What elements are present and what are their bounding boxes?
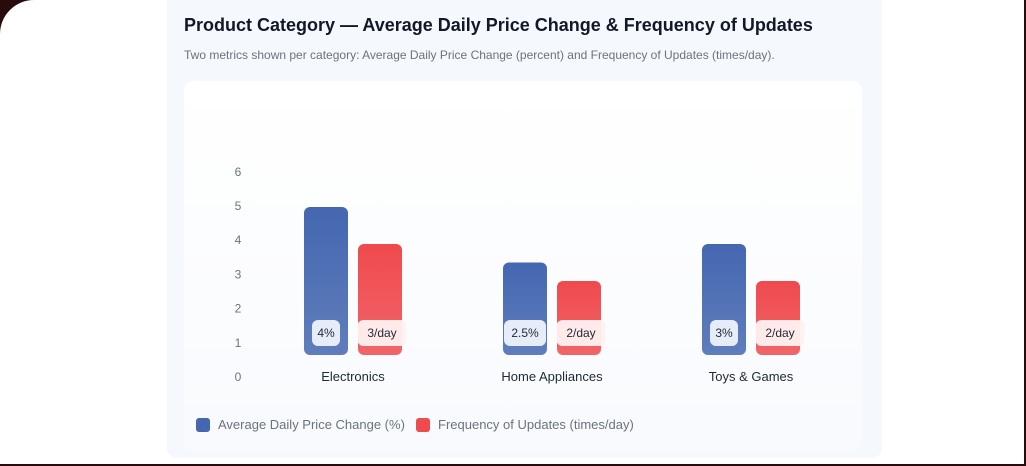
data-label-pill — [755, 320, 805, 346]
y-tick-label: 0 — [235, 370, 242, 384]
data-label-pill — [556, 320, 606, 346]
legend-item-price-change[interactable]: Average Daily Price Change (%) — [196, 417, 405, 432]
data-label-pill — [312, 320, 340, 346]
y-tick-label: 4 — [235, 233, 242, 247]
category-label: Home Appliances — [501, 369, 603, 384]
y-tick-label: 3 — [235, 267, 242, 281]
chart-title: Product Category — Average Daily Price C… — [184, 15, 813, 35]
legend-item-update-frequency[interactable]: Frequency of Updates (times/day) — [416, 417, 634, 432]
category-label: Electronics — [321, 369, 385, 384]
chart-subtitle: Two metrics shown per category: Average … — [184, 48, 775, 62]
data-label: 2/day — [566, 326, 595, 340]
data-label: 2/day — [765, 326, 794, 340]
data-label-pill — [710, 320, 738, 346]
data-label-pill — [357, 320, 407, 346]
y-tick-label: 5 — [235, 199, 242, 213]
y-tick-label: 6 — [235, 165, 242, 179]
data-label: 4% — [317, 326, 335, 340]
data-label: 3% — [715, 326, 733, 340]
y-tick-label: 2 — [235, 302, 242, 316]
chart-card: Product Category — Average Daily Price C… — [167, 0, 882, 458]
category-label: Toys & Games — [709, 369, 794, 384]
data-label: 2.5% — [511, 326, 539, 340]
legend-label: Frequency of Updates (times/day) — [438, 417, 634, 432]
y-tick-label: 1 — [235, 336, 242, 350]
bar[interactable] — [304, 207, 348, 355]
data-label: 3/day — [367, 326, 396, 340]
legend-label: Average Daily Price Change (%) — [218, 417, 405, 432]
data-label-pill — [504, 320, 546, 346]
legend-swatch-red — [416, 417, 430, 432]
legend-swatch-blue — [196, 417, 210, 432]
